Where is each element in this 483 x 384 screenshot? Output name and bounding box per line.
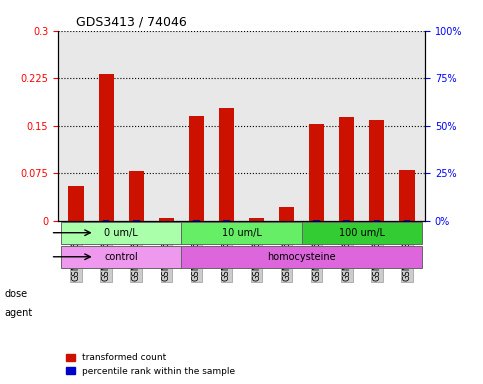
Text: GDS3413 / 74046: GDS3413 / 74046 — [76, 15, 187, 28]
Text: 0 um/L: 0 um/L — [104, 228, 138, 238]
Bar — [223, 220, 230, 221]
Bar — [339, 118, 355, 221]
Bar — [128, 171, 144, 221]
Bar — [189, 116, 204, 221]
Bar — [399, 170, 414, 221]
Bar — [99, 74, 114, 221]
Bar — [103, 220, 110, 221]
Bar — [249, 217, 264, 221]
Legend: transformed count, percentile rank within the sample: transformed count, percentile rank withi… — [62, 350, 239, 379]
Text: homocysteine: homocysteine — [268, 252, 336, 262]
Bar — [219, 108, 234, 221]
FancyBboxPatch shape — [61, 222, 181, 243]
FancyBboxPatch shape — [61, 246, 181, 268]
Bar — [69, 186, 84, 221]
FancyBboxPatch shape — [181, 222, 302, 243]
Bar — [279, 207, 294, 221]
Bar — [309, 124, 324, 221]
Text: 100 um/L: 100 um/L — [339, 228, 385, 238]
Bar — [159, 218, 174, 221]
Text: control: control — [104, 252, 138, 262]
Text: agent: agent — [5, 308, 33, 318]
FancyBboxPatch shape — [302, 222, 422, 243]
FancyBboxPatch shape — [181, 246, 422, 268]
Text: dose: dose — [5, 289, 28, 299]
Text: 10 um/L: 10 um/L — [222, 228, 261, 238]
Bar — [369, 120, 384, 221]
